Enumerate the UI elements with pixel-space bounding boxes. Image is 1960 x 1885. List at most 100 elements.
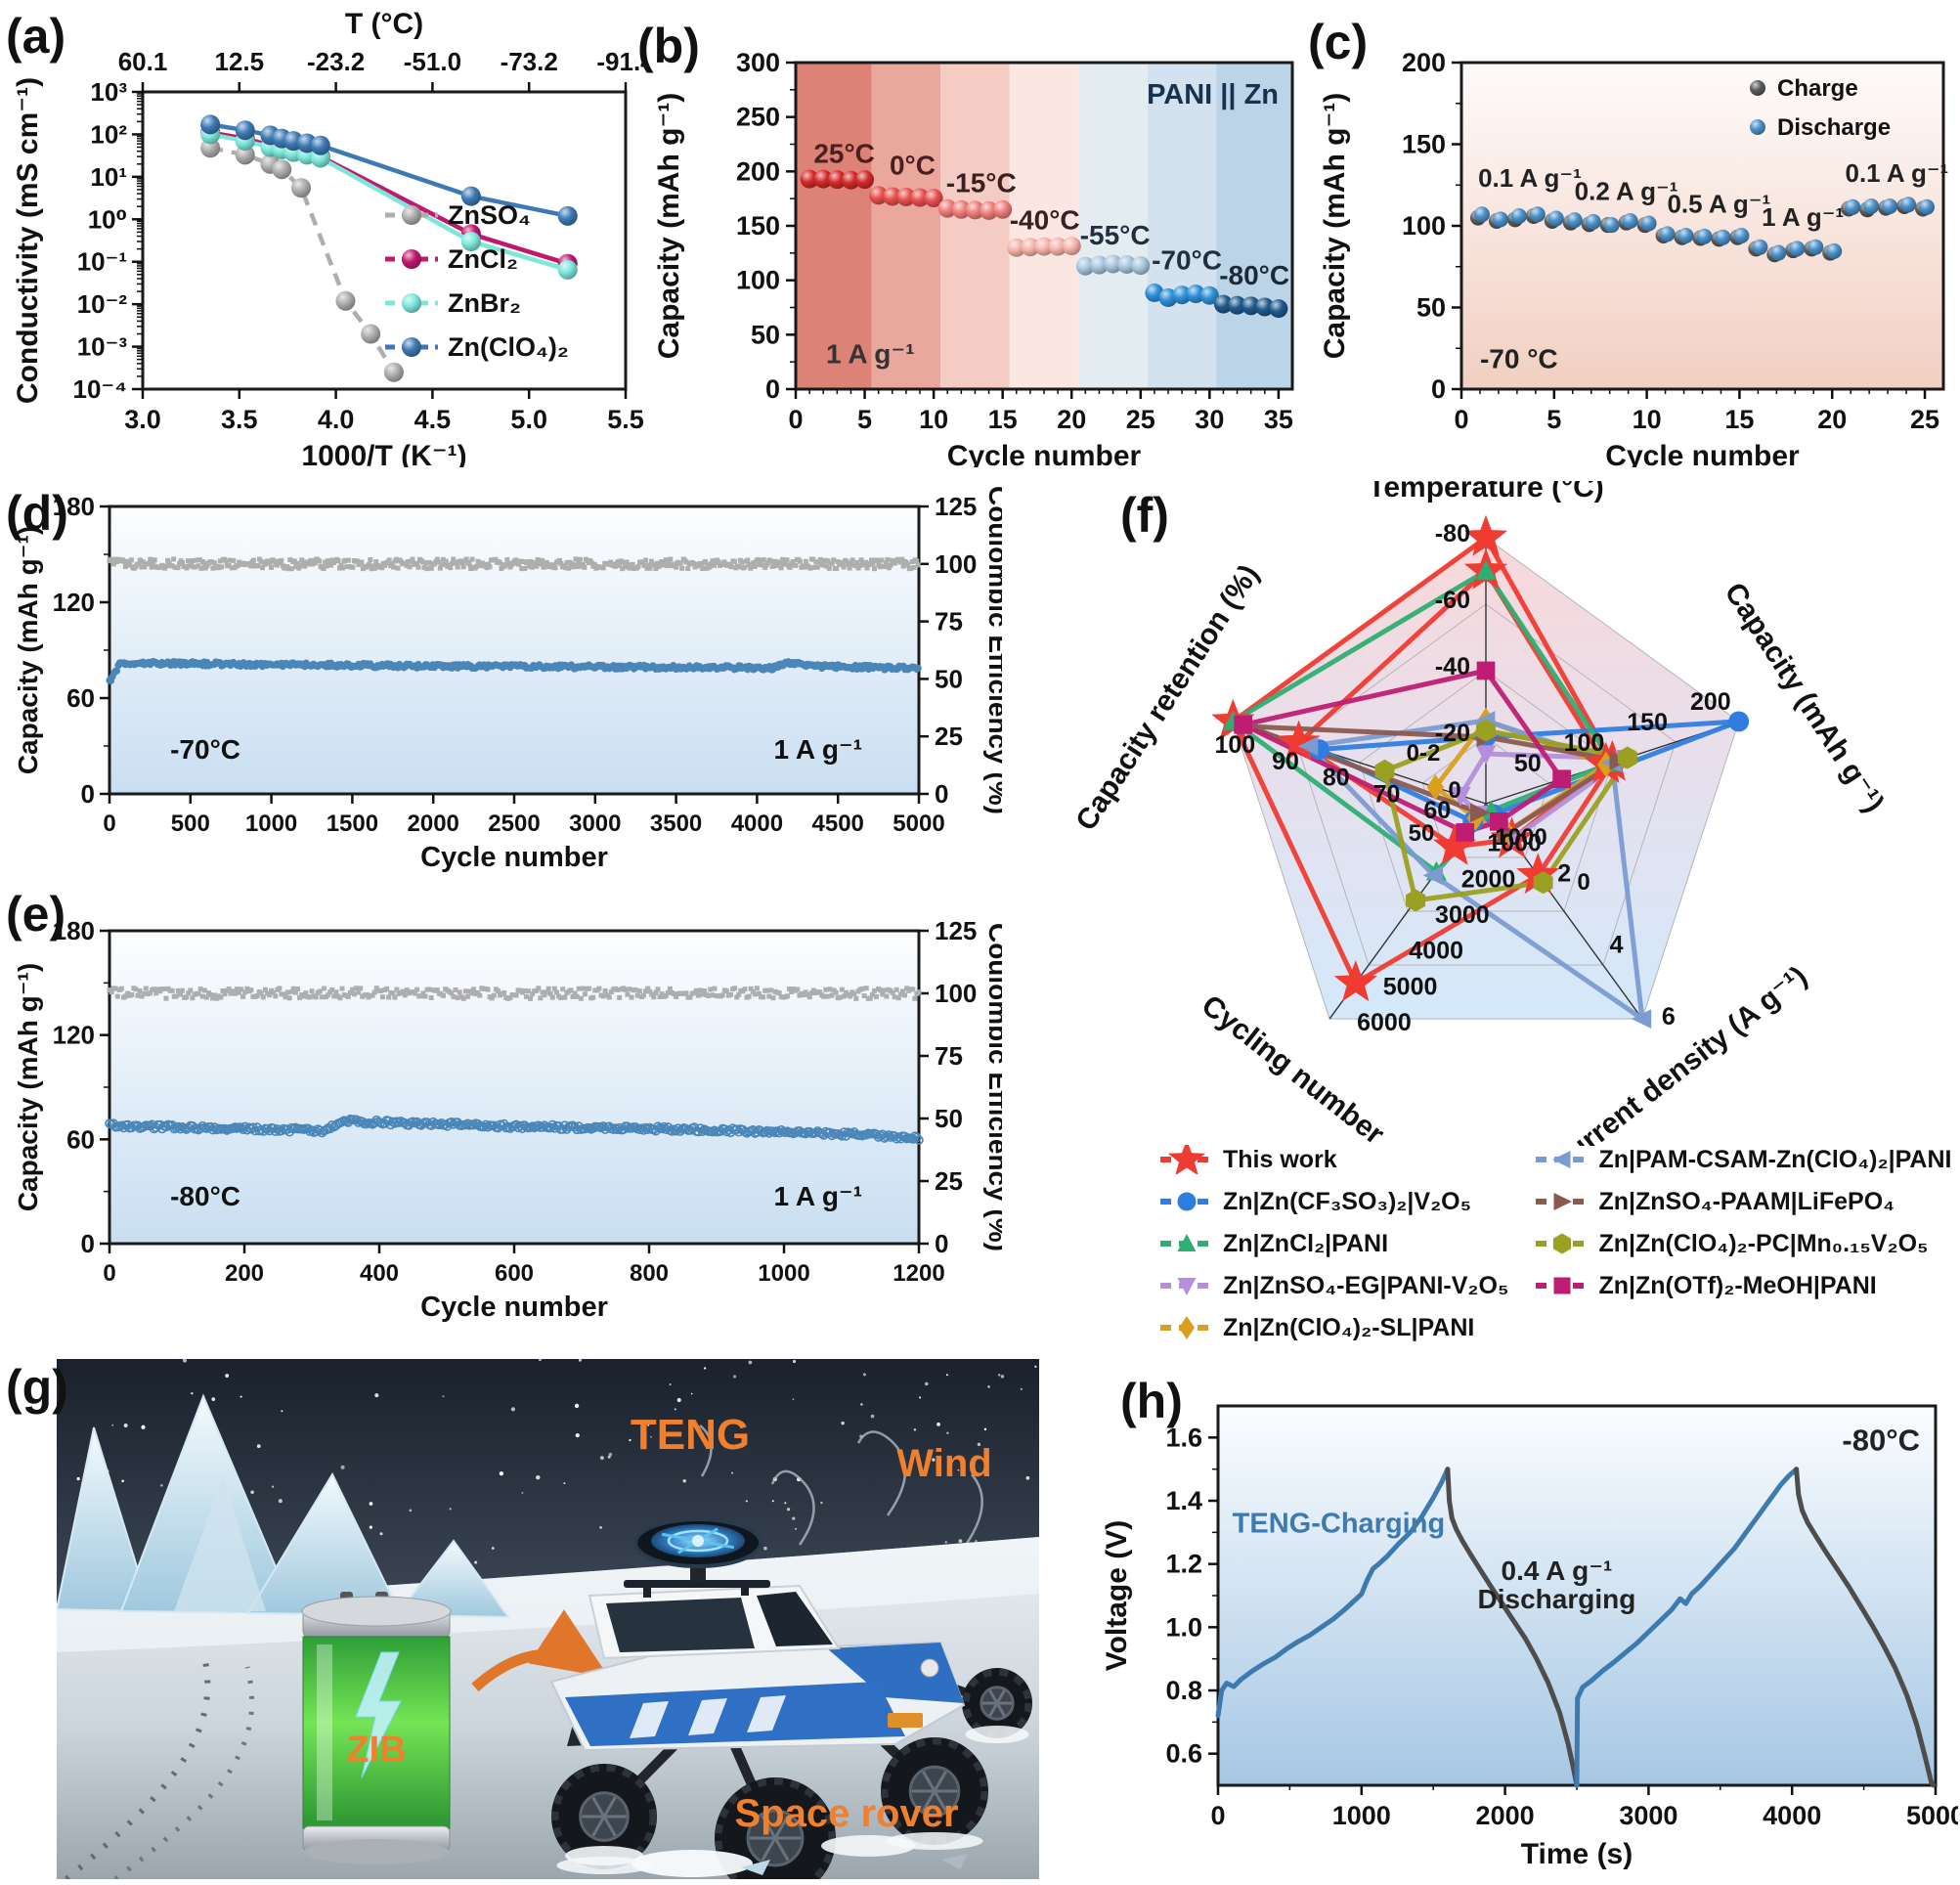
svg-text:50: 50	[935, 1104, 963, 1133]
svg-text:0: 0	[788, 405, 803, 434]
svg-text:25: 25	[1126, 405, 1155, 434]
legend-item: Zn|Zn(ClO₄)₂-PC|Mn₀.₁₅V₂O₅	[1534, 1226, 1951, 1261]
legend-label: Zn|Zn(ClO₄)₂-PC|Mn₀.₁₅V₂O₅	[1598, 1229, 1929, 1257]
svg-text:T (°C): T (°C)	[345, 8, 423, 40]
svg-text:200: 200	[1690, 688, 1731, 716]
panel-letter-c: (c)	[1308, 15, 1369, 69]
svg-text:Cycle number: Cycle number	[947, 440, 1142, 467]
svg-text:10⁻⁴: 10⁻⁴	[72, 374, 127, 404]
svg-text:75: 75	[935, 607, 963, 636]
svg-text:5000: 5000	[1383, 973, 1438, 1000]
panel-h-teng-charging-chart: 0.6 0.8 1.0 1.2 1.4 1.6 0 1000 2000 3000 4000 5000 T…	[1093, 1367, 1958, 1883]
svg-text:1.2: 1.2	[1165, 1550, 1202, 1579]
svg-text:4000: 4000	[731, 811, 783, 837]
svg-text:4.0: 4.0	[318, 405, 355, 434]
svg-text:20: 20	[1817, 405, 1847, 434]
svg-text:1200: 1200	[893, 1260, 944, 1287]
conductivity-arrhenius-plot: 3.0 60.1 3.5 12.5 4.0 -23.2 4.5 -51.0 5.0 -73.2 5.…	[12, 8, 643, 467]
panel-letter-e: (e)	[6, 887, 66, 942]
svg-text:200: 200	[1402, 48, 1446, 77]
svg-text:0.1 A g⁻¹: 0.1 A g⁻¹	[1478, 163, 1582, 193]
svg-text:500: 500	[171, 811, 210, 837]
svg-text:-40°C: -40°C	[1010, 204, 1080, 235]
svg-text:Space rover: Space rover	[734, 1792, 958, 1835]
svg-text:3000: 3000	[1435, 901, 1490, 929]
svg-text:10¹: 10¹	[90, 162, 127, 192]
svg-text:Cycle number: Cycle number	[420, 842, 608, 873]
long-cycling-minus80-plot: 0 60 120 180 0 25 50 75 100 125 0 200 400 600 800 1000 1…	[13, 916, 1002, 1323]
svg-text:-70°C: -70°C	[1152, 245, 1222, 276]
svg-text:1000: 1000	[758, 1260, 809, 1287]
svg-text:4500: 4500	[812, 811, 864, 837]
svg-text:1500: 1500	[327, 811, 378, 837]
panel-letter-f: (f)	[1120, 488, 1169, 543]
svg-text:1 A g⁻¹: 1 A g⁻¹	[826, 338, 914, 369]
svg-text:1 A g⁻¹: 1 A g⁻¹	[774, 734, 862, 765]
svg-text:3.0: 3.0	[124, 405, 161, 434]
svg-text:100: 100	[935, 549, 977, 579]
svg-text:1 A g⁻¹: 1 A g⁻¹	[1762, 202, 1844, 232]
svg-text:20: 20	[1057, 405, 1086, 434]
svg-text:6: 6	[1662, 1003, 1676, 1030]
svg-text:0.6: 0.6	[1165, 1739, 1202, 1769]
svg-text:0.4 A g⁻¹: 0.4 A g⁻¹	[1502, 1556, 1613, 1586]
space-rover-scene: ZIB TENG Wind Space rover	[57, 1359, 1039, 1879]
svg-text:0: 0	[81, 779, 95, 809]
svg-text:150: 150	[1627, 709, 1668, 736]
svg-text:-20: -20	[1435, 720, 1470, 747]
svg-text:1.6: 1.6	[1165, 1423, 1202, 1452]
svg-text:0: 0	[1448, 777, 1460, 804]
svg-text:Capacity (mAh g⁻¹): Capacity (mAh g⁻¹)	[653, 93, 685, 360]
svg-text:80: 80	[1323, 765, 1350, 792]
svg-text:2000: 2000	[408, 811, 459, 837]
svg-text:120: 120	[53, 1021, 95, 1050]
svg-text:-70°C: -70°C	[170, 734, 240, 765]
svg-text:100: 100	[1214, 731, 1255, 759]
svg-text:Discharge: Discharge	[1777, 114, 1891, 141]
svg-text:10³: 10³	[90, 77, 127, 107]
legend-item: Zn|ZnSO₄-EG|PANI-V₂O₅	[1158, 1268, 1508, 1303]
svg-text:50: 50	[1514, 750, 1542, 777]
svg-text:250: 250	[736, 103, 780, 132]
svg-text:25°C: 25°C	[813, 138, 875, 168]
svg-text:10: 10	[919, 405, 948, 434]
svg-text:1000/T (K⁻¹): 1000/T (K⁻¹)	[301, 440, 466, 467]
svg-text:2: 2	[1557, 859, 1571, 887]
svg-text:100: 100	[736, 266, 780, 295]
svg-text:0-2: 0-2	[1407, 740, 1441, 767]
svg-text:-23.2: -23.2	[307, 47, 365, 76]
svg-text:6000: 6000	[1357, 1009, 1412, 1036]
panel-g-illustration: ZIB TENG Wind Space rover	[57, 1359, 1039, 1879]
svg-text:100: 100	[1402, 211, 1446, 241]
legend-label: Zn|Zn(OTf)₂-MeOH|PANI	[1598, 1271, 1877, 1299]
svg-text:5000: 5000	[893, 811, 944, 837]
svg-text:3000: 3000	[1619, 1801, 1677, 1830]
svg-text:10⁻²: 10⁻²	[77, 289, 128, 319]
legend-item: Zn|Zn(OTf)₂-MeOH|PANI	[1534, 1268, 1951, 1303]
svg-text:Coulombic Efficiency (%): Coulombic Efficiency (%)	[983, 486, 1002, 814]
radar-legend: This work Zn|Zn(CF₃SO₃)₂|V₂O₅ Zn|ZnCl₂|PAN…	[1158, 1142, 1951, 1345]
svg-text:10²: 10²	[90, 119, 127, 149]
svg-text:600: 600	[495, 1260, 534, 1287]
panel-letter-b: (b)	[637, 19, 700, 73]
svg-text:25: 25	[935, 722, 963, 751]
svg-text:0: 0	[81, 1229, 95, 1258]
svg-text:150: 150	[736, 211, 780, 241]
svg-text:Voltage (V): Voltage (V)	[1101, 1520, 1133, 1671]
svg-text:Capacity (mAh g⁻¹): Capacity (mAh g⁻¹)	[13, 526, 43, 774]
svg-text:ZIB: ZIB	[346, 1730, 406, 1771]
panel-f-radar-chart: -20 -40 -60 -80 50 100 150 200 2 4 6 1000 2000 3000 40…	[1007, 481, 1960, 1146]
svg-text:50: 50	[1409, 820, 1435, 847]
svg-text:0: 0	[1431, 374, 1446, 404]
svg-text:3000: 3000	[569, 811, 621, 837]
legend-marker-circle	[1160, 1192, 1213, 1211]
legend-item: Zn|PAM-CSAM-Zn(ClO₄)₂|PANI	[1534, 1142, 1951, 1177]
svg-text:4: 4	[1610, 932, 1624, 959]
svg-text:-70 °C: -70 °C	[1480, 343, 1558, 373]
svg-text:200: 200	[225, 1260, 264, 1287]
svg-text:Conductivity (mS cm⁻¹): Conductivity (mS cm⁻¹)	[12, 77, 44, 404]
svg-text:5000: 5000	[1906, 1801, 1958, 1830]
panel-d-cycling-chart-70C: 0 60 120 180 0 25 50 75 100 125 0 500 1000 1500 2000 25…	[10, 481, 1002, 874]
radar-legend-column: This work Zn|Zn(CF₃SO₃)₂|V₂O₅ Zn|ZnCl₂|PAN…	[1158, 1142, 1508, 1345]
